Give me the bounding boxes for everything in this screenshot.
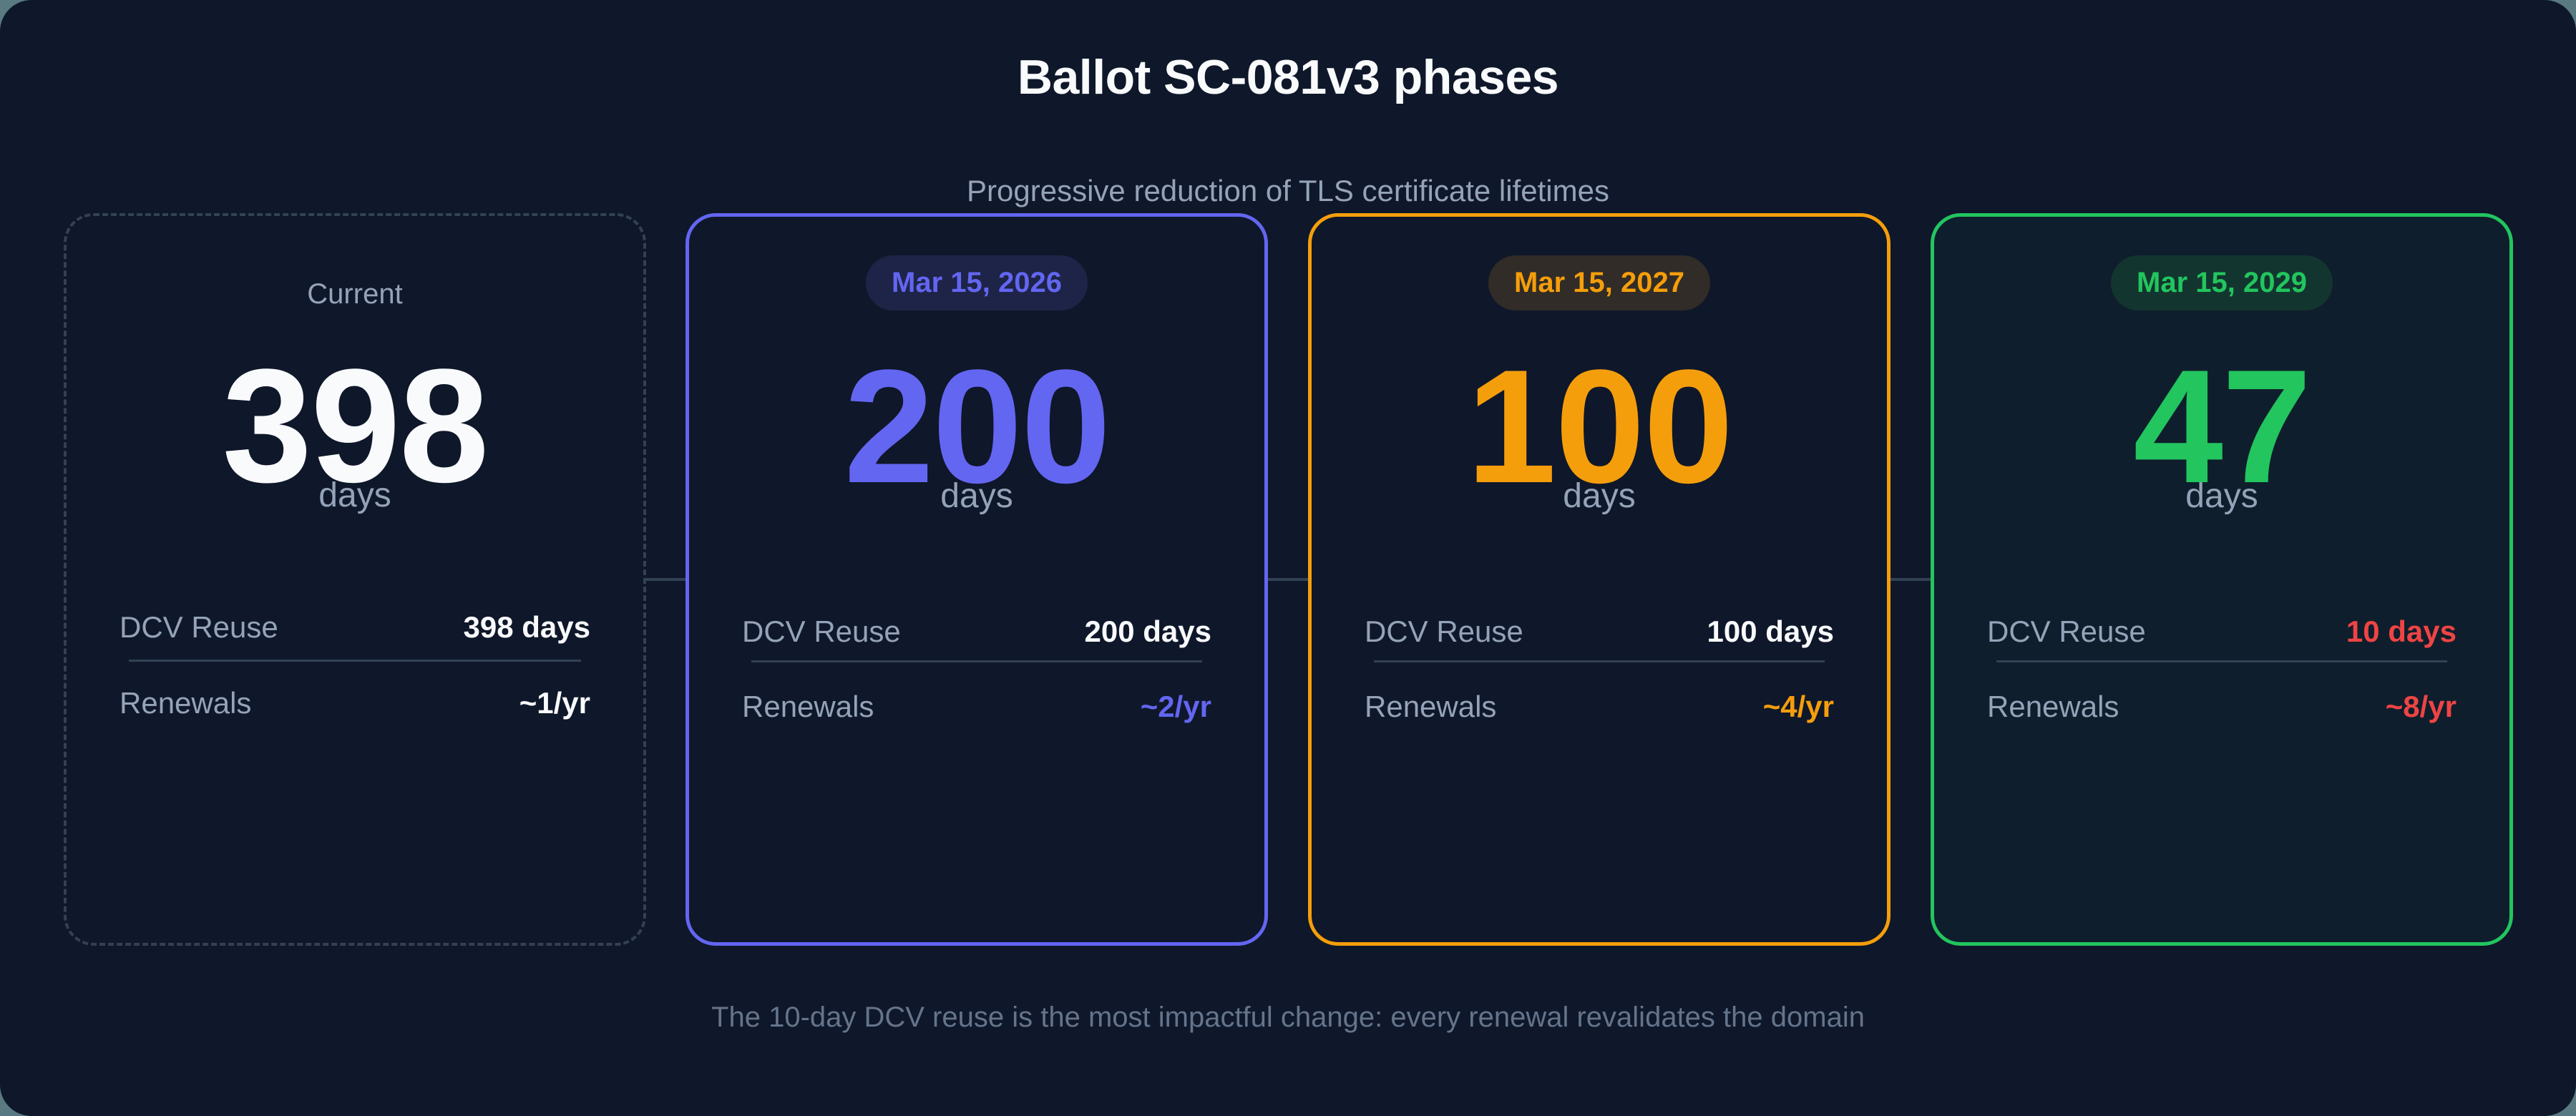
card-divider: [1374, 660, 1825, 662]
phase-card-2027: Mar 15, 2027 100 days DCV Reuse 100 days…: [1308, 213, 1890, 946]
card-divider: [129, 660, 581, 662]
dcv-reuse-row: DCV Reuse 100 days: [1365, 614, 1834, 650]
renewals-label: Renewals: [119, 686, 252, 720]
renewals-row: Renewals ~1/yr: [119, 685, 590, 721]
card-divider: [1996, 660, 2447, 662]
dcv-reuse-row: DCV Reuse 10 days: [1987, 614, 2457, 650]
renewals-value: ~2/yr: [1140, 690, 1211, 723]
lifetime-value: 100: [1466, 336, 1733, 517]
timeline-connector: [1889, 578, 1932, 581]
lifetime-unit: days: [1563, 477, 1636, 515]
dcv-reuse-value: 398 days: [463, 610, 590, 644]
renewals-label: Renewals: [1365, 690, 1497, 723]
timeline-connector: [1267, 578, 1309, 581]
date-badge: Mar 15, 2027: [1488, 255, 1710, 310]
lifetime-value: 398: [222, 335, 489, 516]
page-title: Ballot SC-081v3 phases: [1017, 50, 1559, 104]
phase-label: Current: [307, 278, 403, 310]
renewals-value: ~1/yr: [519, 686, 590, 720]
renewals-value: ~4/yr: [1762, 690, 1834, 723]
phase-card-current: Current 398 days DCV Reuse 398 days Rene…: [64, 213, 646, 946]
phase-header: Mar 15, 2027: [1312, 254, 1887, 311]
lifetime-unit: days: [318, 476, 391, 514]
date-badge: Mar 15, 2026: [866, 255, 1088, 310]
lifetime-unit: days: [940, 477, 1013, 515]
phase-card-2029: Mar 15, 2029 47 days DCV Reuse 10 days R…: [1931, 213, 2513, 946]
renewals-row: Renewals ~2/yr: [742, 689, 1211, 725]
card-divider: [751, 660, 1202, 662]
lifetime-unit: days: [2185, 477, 2258, 515]
renewals-row: Renewals ~4/yr: [1365, 689, 1834, 725]
phase-header: Mar 15, 2029: [1934, 254, 2509, 311]
dcv-reuse-label: DCV Reuse: [1365, 615, 1523, 648]
phase-header: Current: [67, 253, 643, 310]
lifetime-value: 47: [2133, 336, 2311, 517]
dcv-reuse-label: DCV Reuse: [742, 615, 901, 648]
date-badge: Mar 15, 2029: [2111, 255, 2333, 310]
dcv-reuse-value: 100 days: [1707, 615, 1834, 648]
dcv-reuse-label: DCV Reuse: [119, 610, 278, 644]
renewals-value: ~8/yr: [2385, 690, 2457, 723]
dcv-reuse-row: DCV Reuse 398 days: [119, 610, 590, 645]
dcv-reuse-value: 200 days: [1084, 615, 1211, 648]
dcv-reuse-value: 10 days: [2346, 615, 2457, 648]
renewals-row: Renewals ~8/yr: [1987, 689, 2457, 725]
renewals-label: Renewals: [1987, 690, 2119, 723]
page-subtitle: Progressive reduction of TLS certificate…: [967, 174, 1609, 207]
renewals-label: Renewals: [742, 690, 874, 723]
timeline-connector: [644, 578, 687, 581]
phase-header: Mar 15, 2026: [689, 254, 1264, 311]
dcv-reuse-label: DCV Reuse: [1987, 615, 2146, 648]
lifetime-value: 200: [844, 336, 1111, 517]
phase-card-2026: Mar 15, 2026 200 days DCV Reuse 200 days…: [686, 213, 1268, 946]
footer-note: The 10-day DCV reuse is the most impactf…: [711, 1002, 1865, 1033]
dcv-reuse-row: DCV Reuse 200 days: [742, 614, 1211, 650]
